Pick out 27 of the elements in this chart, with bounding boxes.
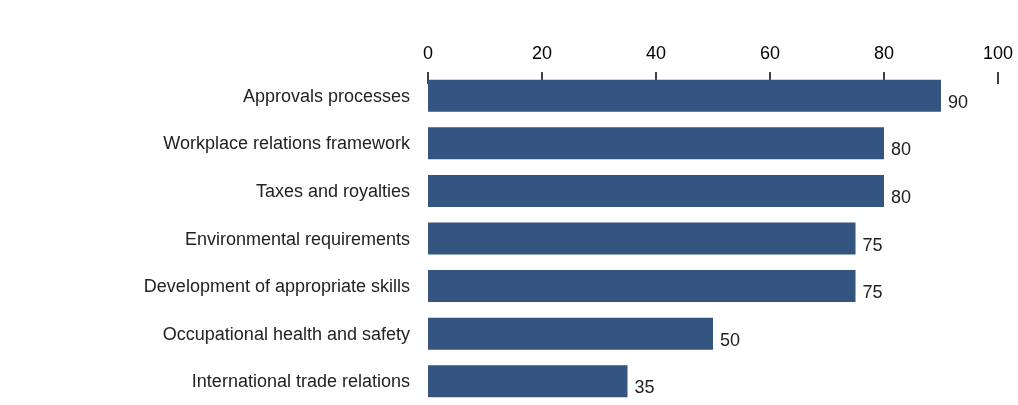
y-tick-label: Environmental requirements xyxy=(184,228,410,249)
x-tick-label: 40 xyxy=(645,43,667,63)
y-tick-label: Development of appropriate skills xyxy=(143,276,410,297)
x-tick-label: 60 xyxy=(759,43,781,63)
y-tick-label: Occupational health and safety xyxy=(162,323,410,344)
bar xyxy=(428,174,884,207)
y-tick-label: Workplace relations framework xyxy=(163,133,411,154)
data-label: 80 xyxy=(891,186,912,207)
x-tick-label: 20 xyxy=(531,43,553,63)
data-label: 35 xyxy=(634,377,655,398)
x-tick-label: 0 xyxy=(422,43,434,63)
data-label: 90 xyxy=(948,91,969,112)
bar xyxy=(428,79,941,112)
data-label: 75 xyxy=(862,234,883,255)
bar xyxy=(428,365,628,398)
data-label: 75 xyxy=(862,282,883,303)
data-label: 80 xyxy=(891,139,912,160)
bar xyxy=(428,317,713,350)
bar xyxy=(428,127,884,160)
y-tick-label: International trade relations xyxy=(191,371,410,392)
y-tick-label: Taxes and royalties xyxy=(255,180,410,201)
data-label: 50 xyxy=(720,329,741,350)
bar xyxy=(428,222,856,255)
y-tick-label: Approvals processes xyxy=(242,85,410,106)
x-tick-label: 80 xyxy=(873,43,895,63)
x-tick-label: 100 xyxy=(982,43,1014,63)
bar xyxy=(428,270,856,303)
